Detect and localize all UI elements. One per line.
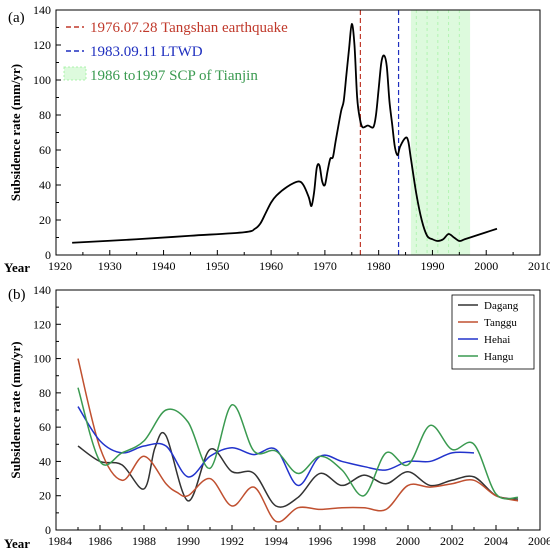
x-tick-label: 2000: [396, 534, 420, 548]
y-tick-label: 20: [39, 489, 51, 503]
chart-panel-1: 1984 1986 1988 1990 1992 1994 1996 1998 2000 2002…: [4, 283, 550, 551]
x-axis-label: Year: [4, 260, 30, 275]
legend-label-dagang: Dagang: [484, 300, 519, 312]
x-tick-label: 1920: [48, 259, 72, 273]
y-tick-label: 80: [39, 108, 51, 122]
x-tick-label: 1940: [152, 259, 176, 273]
series-line-0: [72, 23, 498, 244]
legend-label-event-1: 1983.09.11 LTWD: [90, 44, 203, 60]
x-tick-label: 1930: [98, 259, 122, 273]
y-tick-label: 140: [33, 283, 51, 297]
panel-label: (a): [8, 10, 25, 26]
x-tick-label: 2006: [528, 534, 550, 548]
legend-label-tanggu: Tanggu: [484, 317, 517, 329]
legend-label-event-0: 1976.07.28 Tangshan earthquake: [90, 20, 288, 36]
shaded-span: [410, 10, 471, 255]
x-tick-label: 2002: [440, 534, 464, 548]
x-tick-label: 2004: [484, 534, 508, 548]
chart-panel-0: 1920 1930 1940 1950 1960 1970 1980 1990 2000 2010…: [4, 3, 550, 275]
x-tick-label: 1986: [88, 534, 112, 548]
x-tick-label: 1980: [367, 259, 391, 273]
x-tick-label: 1960: [259, 259, 283, 273]
x-tick-label: 1990: [176, 534, 200, 548]
y-tick-label: 80: [39, 386, 51, 400]
x-tick-label: 1998: [352, 534, 376, 548]
x-tick-label: 1996: [308, 534, 332, 548]
y-axis-label: Subsidence rate (mm/yr): [8, 64, 23, 201]
y-tick-label: 140: [33, 3, 51, 17]
legend-label-hehai: Hehai: [484, 334, 510, 346]
x-tick-label: 2000: [474, 259, 498, 273]
x-tick-label: 1990: [420, 259, 444, 273]
y-tick-label: 120: [33, 38, 51, 52]
y-tick-label: 60: [39, 143, 51, 157]
x-tick-label: 1992: [220, 534, 244, 548]
y-tick-label: 20: [39, 213, 51, 227]
y-axis-label: Subsidence rate (mm/yr): [8, 341, 23, 478]
legend-swatch-span: [63, 66, 87, 81]
y-tick-label: 40: [39, 178, 51, 192]
x-tick-label: 1950: [205, 259, 229, 273]
legend-label-hangu: Hangu: [484, 351, 514, 363]
y-tick-label: 100: [33, 73, 51, 87]
x-tick-label: 1994: [264, 534, 288, 548]
y-tick-label: 0: [45, 248, 51, 262]
panel-label: (b): [8, 287, 26, 303]
series-line-tanggu: [77, 358, 519, 523]
series-line-hehai: [77, 406, 475, 487]
y-tick-label: 100: [33, 352, 51, 366]
series-line-hangu: [77, 387, 519, 500]
y-tick-label: 0: [45, 523, 51, 537]
x-axis-label: Year: [4, 536, 30, 551]
y-tick-label: 40: [39, 454, 51, 468]
y-tick-label: 60: [39, 420, 51, 434]
x-tick-label: 1984: [48, 534, 72, 548]
legend-label-span: 1986 to1997 SCP of Tianjin: [90, 68, 258, 84]
x-tick-label: 1970: [313, 259, 337, 273]
y-tick-label: 120: [33, 317, 51, 331]
series-line-dagang: [77, 431, 519, 508]
x-tick-label: 1988: [132, 534, 156, 548]
x-tick-label: 2010: [528, 259, 550, 273]
